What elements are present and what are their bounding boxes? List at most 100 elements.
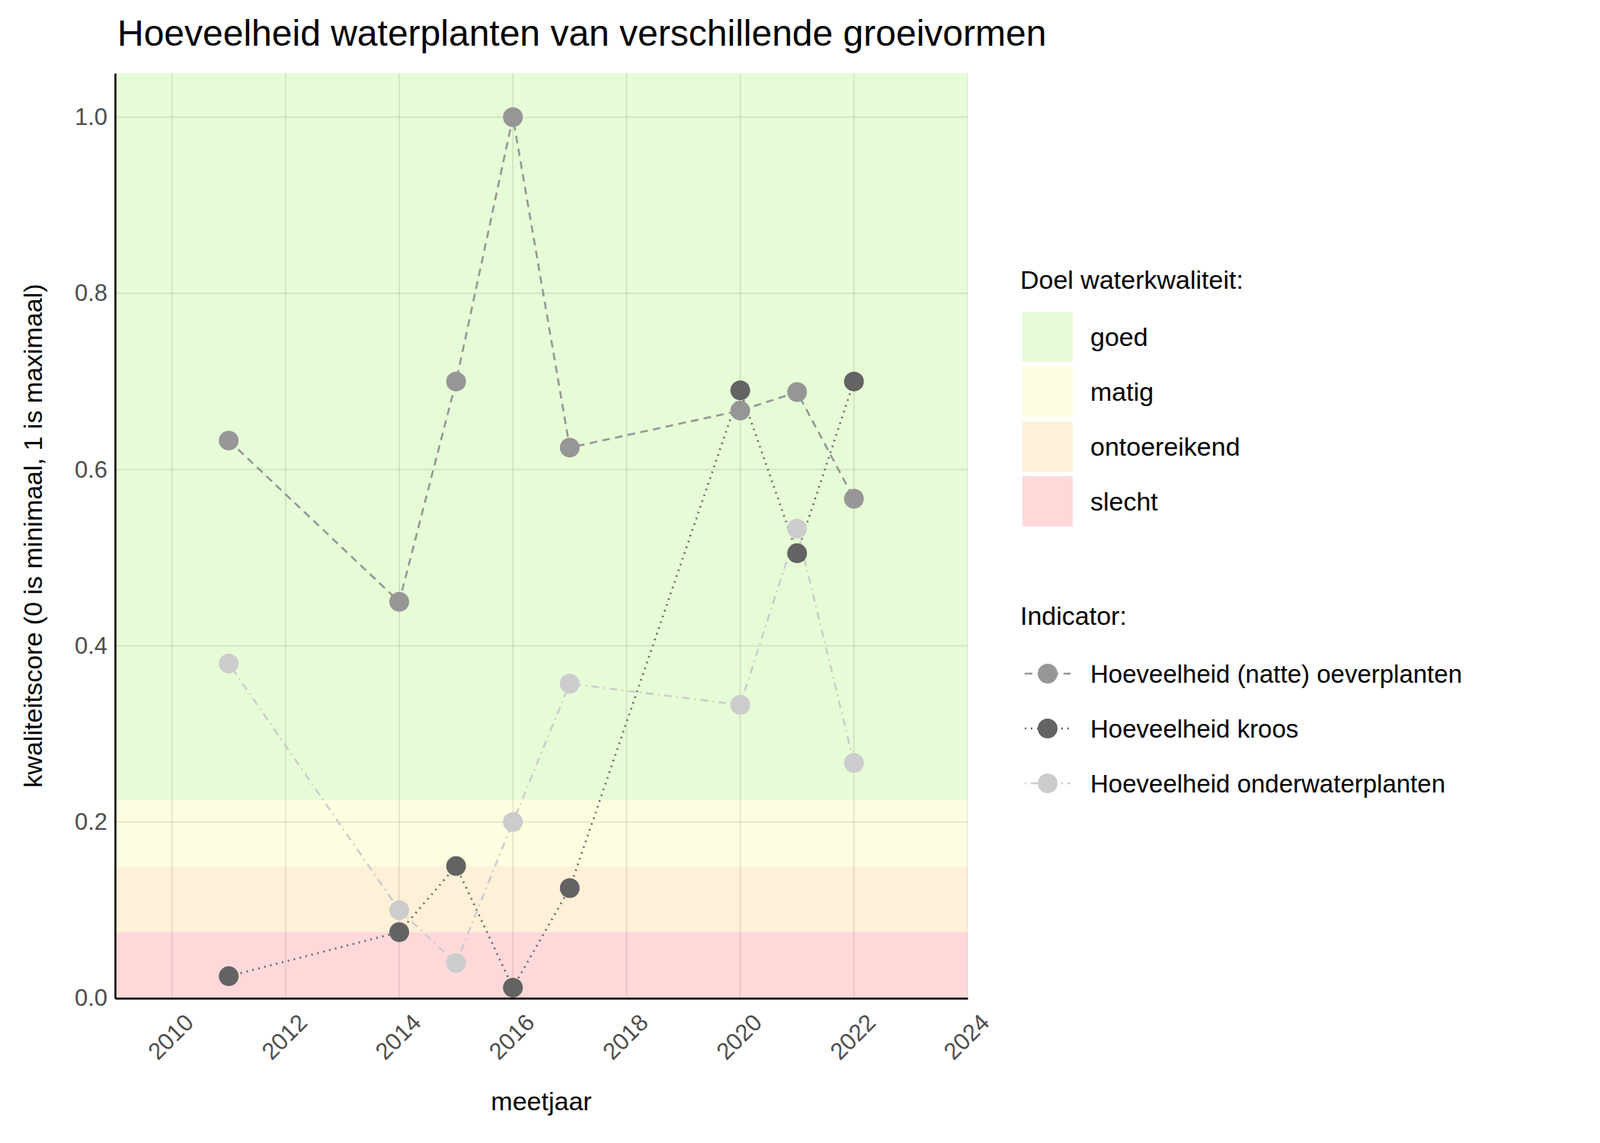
legend-label: Hoeveelheid kroos [1090,714,1299,743]
x-tick: 2018 [597,998,654,1066]
legend: Doel waterkwaliteit: goed matig ontoereiken… [1020,265,1463,798]
legend-label: ontoereikend [1090,432,1241,461]
series-point [446,856,467,877]
x-tick-label: 2016 [483,1008,541,1066]
x-tick-label: 2020 [710,1008,768,1066]
quality-band [115,866,968,933]
x-tick-label: 2018 [597,1008,654,1066]
legend-label: slecht [1090,486,1159,516]
grid-line [115,645,968,647]
series-point [218,653,239,674]
y-tick-label: 0.2 [74,808,108,836]
series-point [787,543,807,564]
x-tick-label: 2024 [938,1008,996,1066]
series-point [730,380,751,400]
series-line [228,528,855,964]
series-line [228,381,855,988]
series-point [787,382,807,403]
series-point [389,921,410,942]
quality-band [115,73,968,800]
legend-title: Indicator: [1020,601,1127,631]
y-axis-title: kwaliteitscore (0 is minimaal, 1 is maxi… [18,283,48,788]
grid-line [171,73,173,999]
series-point [502,977,523,998]
x-axis: 2010 2012 2014 2016 2018 2020 2022 2024 [115,998,996,1066]
legend-key [1022,476,1073,527]
series-point [218,966,239,986]
x-axis-title: meetjaar [490,1086,592,1116]
series-group [218,107,864,998]
legend-marker [1037,773,1058,794]
legend-marker [1037,663,1058,684]
y-axis-line [114,73,117,999]
series-point [502,107,523,128]
x-tick-label: 2014 [370,1008,427,1066]
y-tick-label: 0.4 [74,632,108,660]
grid-line [853,73,855,999]
y-tick-label: 0.0 [74,984,108,1012]
chart: Hoeveelheid waterplanten van verschillen… [0,0,1600,1143]
x-tick-label: 2010 [142,1008,199,1066]
x-tick: 2010 [142,998,199,1066]
legend-marker [1037,718,1058,739]
legend-key [1022,366,1073,417]
plot: 201020122014201620182020202220240.00.20.… [74,73,995,1066]
y-tick-label: 0.8 [74,279,108,307]
y-tick-label: 1.0 [74,103,108,131]
grid [115,73,968,999]
series-point [844,752,864,773]
y-tick-label: 0.6 [74,456,108,484]
grid-line [115,821,968,823]
x-tick-label: 2022 [825,1008,882,1066]
legend-title: Doel waterkwaliteit: [1020,265,1244,295]
title: Hoeveelheid waterplanten van verschillen… [117,12,1047,54]
grid-line [284,73,287,999]
y-tick: 0.4 [74,632,116,660]
series-point [844,371,864,392]
legend-key [1022,421,1073,472]
y-tick: 0.6 [74,456,116,484]
series-point [446,371,467,392]
y-tick: 0.2 [74,808,116,836]
series-point [730,400,751,421]
y-tick: 1.0 [74,103,116,131]
legend-label: goed [1090,322,1149,352]
bands [115,73,968,999]
legend-key [1022,311,1073,362]
x-tick: 2020 [710,998,768,1066]
grid-line [115,292,968,295]
x-tick: 2022 [825,998,882,1066]
y-tick: 0.8 [74,279,116,307]
x-tick: 2024 [938,998,996,1066]
series-point [730,694,751,715]
quality-band [115,800,968,867]
grid-line [398,73,400,999]
grid-line [625,73,628,999]
series-point [389,899,410,920]
quality-band [115,931,968,999]
legend-label: Hoeveelheid onderwaterplanten [1090,769,1446,798]
grid-line [512,73,514,999]
y-tick: 0.0 [74,984,116,1012]
series-line [228,117,855,602]
x-tick: 2014 [370,998,427,1066]
legend-label: matig [1090,377,1154,407]
series-point [502,812,523,832]
series-point [787,518,807,539]
series-point [389,592,410,612]
grid-line [115,997,968,999]
grid-line [739,73,742,999]
grid-line [115,116,968,119]
y-axis: 0.0 0.2 0.4 0.6 0.8 1.0 [74,73,116,1012]
x-axis-line [115,997,969,1000]
grid-line [966,73,968,999]
series-point [218,430,239,451]
x-tick-label: 2012 [256,1008,314,1066]
series-point [844,488,864,509]
series-point [560,437,580,458]
series-point [560,673,580,694]
x-tick: 2012 [256,998,314,1066]
series-point [446,953,467,973]
legend-label: Hoeveelheid (natte) oeverplanten [1090,659,1463,688]
series-point [560,877,580,898]
